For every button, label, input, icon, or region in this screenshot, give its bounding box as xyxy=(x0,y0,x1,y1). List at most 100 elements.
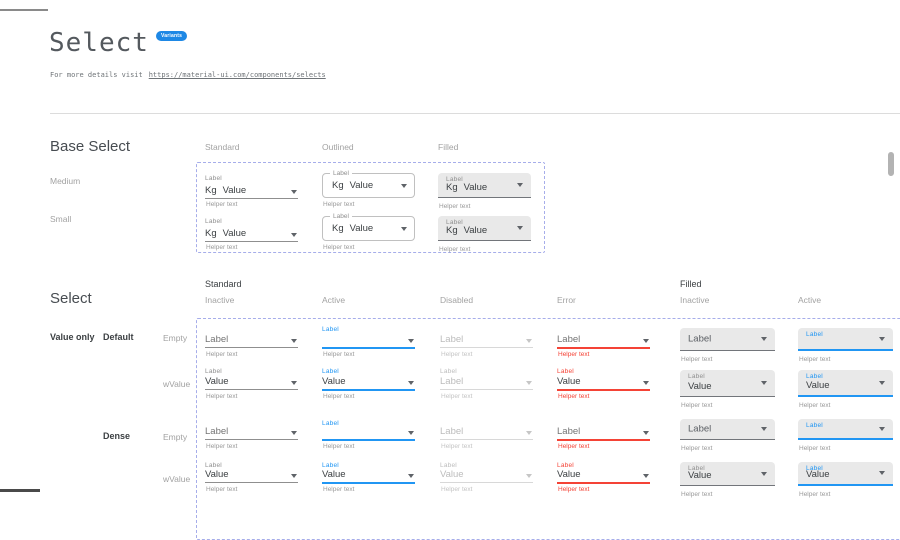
base-select-frame xyxy=(196,162,545,253)
select-value: Value xyxy=(463,182,488,193)
select-input[interactable]: Label xyxy=(205,426,298,440)
select-value: Label xyxy=(688,423,712,435)
select-value: Value xyxy=(688,381,712,392)
select-frame xyxy=(196,318,900,540)
select-input[interactable]: Label xyxy=(440,376,533,390)
select-value-row: Kg Value xyxy=(323,174,414,197)
select-input[interactable]: Value xyxy=(322,376,415,391)
select-value: Label xyxy=(205,334,229,345)
select-input[interactable]: Value xyxy=(205,469,298,483)
select-floating-label: Label xyxy=(688,373,705,380)
select-floating-label: Label xyxy=(806,331,823,338)
dropdown-arrow-icon xyxy=(408,431,414,435)
select-input[interactable]: Kg Value xyxy=(205,226,298,242)
scrollbar-thumb[interactable] xyxy=(888,152,894,176)
select-label: Label xyxy=(205,175,222,182)
row-label-default-wvalue: wValue xyxy=(163,379,191,389)
column-header-disabled: Disabled xyxy=(440,295,474,305)
dropdown-arrow-icon xyxy=(643,474,649,478)
select-floating-label: Label xyxy=(806,465,823,472)
select-value: Value xyxy=(222,228,247,239)
helper-text: Helper text xyxy=(323,393,355,400)
base-select-outlined-medium: Label Kg Value Helper text xyxy=(322,170,415,216)
select-input[interactable]: Label xyxy=(557,426,650,441)
select-input[interactable]: Label Kg Value xyxy=(438,216,531,241)
dropdown-arrow-icon xyxy=(291,339,297,343)
select-floating-label: Label xyxy=(440,462,457,469)
select-input[interactable]: Label xyxy=(798,419,893,440)
select-input[interactable]: Value xyxy=(557,376,650,391)
select-label: Label xyxy=(446,219,463,226)
select-input[interactable] xyxy=(322,427,415,441)
select-value: Label xyxy=(205,426,229,437)
select-value: Value xyxy=(349,180,374,191)
helper-text: Helper text xyxy=(799,445,831,452)
select-input[interactable]: Label xyxy=(557,334,650,349)
dropdown-arrow-icon xyxy=(761,471,767,476)
dropdown-arrow-icon xyxy=(291,381,297,385)
select-floating-label: Label xyxy=(205,462,222,469)
select-input[interactable]: Kg Value xyxy=(205,183,298,199)
select-input[interactable]: Label Value xyxy=(680,370,775,397)
base-select-standard-small: Label Kg Value Helper text xyxy=(205,218,298,254)
dropdown-arrow-icon xyxy=(408,339,414,343)
column-header-filled-active: Active xyxy=(798,295,822,305)
select-floating-label: Label xyxy=(806,422,823,429)
dropdown-arrow-icon xyxy=(401,183,407,188)
select-value-row: Kg Value xyxy=(446,225,487,236)
docs-link[interactable]: https://material-ui.com/components/selec… xyxy=(148,71,326,79)
select-value: Value xyxy=(322,376,346,387)
select-value: Value xyxy=(205,376,229,387)
base-column-header-standard: Standard xyxy=(205,142,240,152)
select-standard-error-dense-empty: Label Helper text xyxy=(557,420,650,453)
select-input[interactable]: Label xyxy=(205,334,298,348)
select-input[interactable]: Value xyxy=(557,469,650,484)
select-input[interactable]: Label xyxy=(680,328,775,351)
select-floating-label: Label xyxy=(440,368,457,375)
select-label: Label xyxy=(330,213,352,220)
select-value: Label xyxy=(440,426,464,437)
base-column-header-outlined: Outlined xyxy=(322,142,354,152)
select-input[interactable]: Label Value xyxy=(798,462,893,486)
select-floating-label: Label xyxy=(205,368,222,375)
select-value: Value xyxy=(806,380,830,391)
page-title: Select xyxy=(49,28,149,58)
select-input[interactable]: Label Kg Value xyxy=(438,173,531,198)
dropdown-arrow-icon xyxy=(526,339,532,343)
helper-text: Helper text xyxy=(799,356,831,363)
helper-text: Helper text xyxy=(206,201,238,208)
select-input[interactable] xyxy=(322,334,415,349)
select-filled-inactive-dense-wvalue: Label Value Helper text xyxy=(680,462,775,504)
dropdown-arrow-icon xyxy=(879,471,885,475)
select-input[interactable]: Value xyxy=(205,376,298,390)
select-floating-label: Label xyxy=(557,368,574,375)
select-value: Value xyxy=(322,469,346,480)
select-adornment: Kg xyxy=(205,228,217,239)
select-label: Label xyxy=(446,176,463,183)
select-floating-label: Label xyxy=(322,326,339,333)
select-input[interactable]: Value xyxy=(322,469,415,484)
select-input[interactable]: Value xyxy=(440,469,533,483)
select-input[interactable]: Label Kg Value xyxy=(322,213,415,241)
select-filled-inactive-dense-empty: Label Helper text xyxy=(680,419,775,458)
select-value: Value xyxy=(205,469,229,480)
dropdown-arrow-icon xyxy=(879,380,885,385)
select-input[interactable]: Label Kg Value xyxy=(322,170,415,198)
select-input[interactable]: Label Value xyxy=(680,462,775,486)
subtitle-text: For more details visit xyxy=(50,71,143,79)
select-input[interactable]: Label xyxy=(440,334,533,348)
select-adornment: Kg xyxy=(446,182,458,193)
helper-text: Helper text xyxy=(206,244,238,251)
dropdown-arrow-icon xyxy=(408,381,414,385)
select-input[interactable]: Label xyxy=(798,328,893,351)
select-input[interactable]: Label xyxy=(680,419,775,440)
select-input[interactable]: Label Value xyxy=(798,370,893,397)
base-select-heading: Base Select xyxy=(50,138,131,155)
select-standard-inactive-dense-wvalue: Label Value Helper text xyxy=(205,462,298,496)
select-value: Value xyxy=(557,469,581,480)
select-value: Value xyxy=(222,185,247,196)
helper-text: Helper text xyxy=(441,443,473,450)
dropdown-arrow-icon xyxy=(291,474,297,478)
select-input[interactable]: Label xyxy=(440,426,533,440)
select-value: Value xyxy=(806,469,830,480)
